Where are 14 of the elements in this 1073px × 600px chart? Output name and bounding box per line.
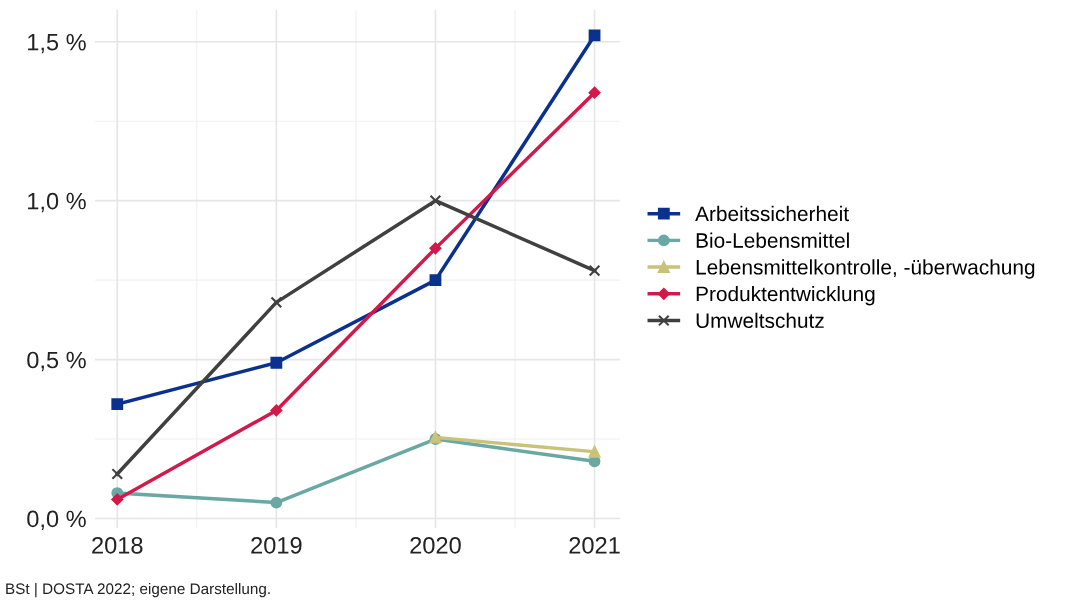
legend-label: Arbeitssicherheit: [695, 205, 849, 222]
y-tick-label: 0,0 %: [27, 510, 86, 531]
x-tick-label: 2020: [410, 536, 461, 554]
x-tick-label: 2018: [92, 536, 143, 554]
y-tick-label: 1,0 %: [28, 192, 86, 213]
x-tick-label: 2021: [569, 536, 620, 554]
legend-label: Produktentwicklung: [696, 286, 875, 306]
legend-label: Lebensmittelkontrolle, -überwachung: [696, 259, 1035, 279]
x-tick-label: 2019: [251, 536, 302, 554]
legend-label: Umweltschutz: [696, 312, 824, 329]
text: BSt | DOSTA 2022; eigene Darstellung.: [6, 582, 270, 598]
y-tick-label: 0,5 %: [27, 351, 86, 372]
legend-label: Bio-Lebensmittel: [696, 232, 849, 248]
y-tick-label: 1,5 %: [28, 33, 86, 54]
